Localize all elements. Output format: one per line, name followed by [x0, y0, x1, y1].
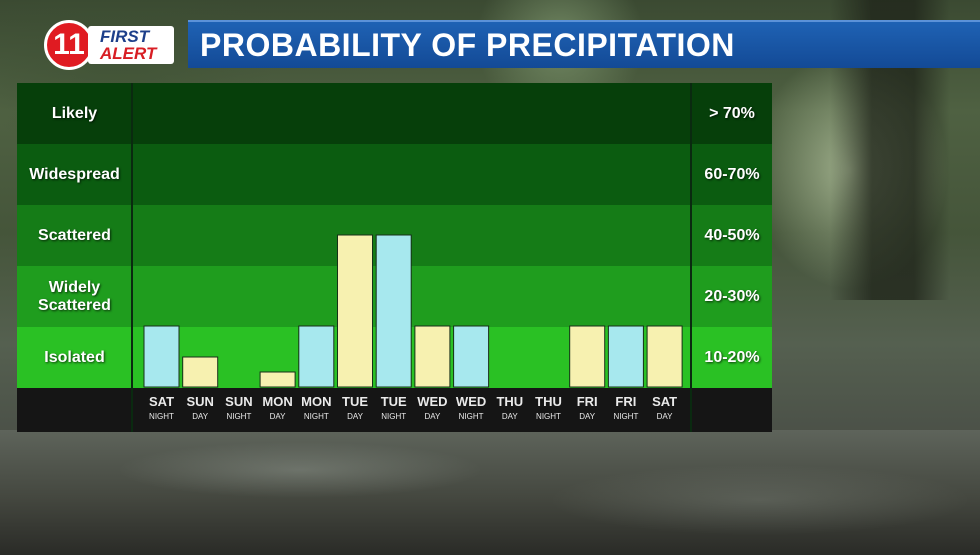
bar-fri-night [607, 325, 644, 388]
tick-period-label: DAY [347, 412, 364, 421]
bar-mon-night [298, 325, 335, 388]
bar-mon-day [259, 371, 296, 388]
tick-period-label: NIGHT [226, 412, 251, 421]
tick-day-label: WED [456, 394, 486, 409]
tick-day-label: MON [301, 394, 331, 409]
channel-number-badge: 11 [44, 20, 94, 70]
bar-wed-day [414, 325, 451, 388]
tick-day-label: SUN [186, 394, 213, 409]
tick-day-label: THU [496, 394, 523, 409]
tick-period-label: DAY [270, 412, 287, 421]
bar-fri-day [569, 325, 606, 388]
bar-sat-day [646, 325, 683, 388]
band-likely: Likely > 70% [17, 83, 772, 144]
band-range-scattered: 40-50% [704, 226, 760, 244]
logo-first-text: FIRST [100, 27, 150, 46]
tick-period-label: NIGHT [613, 412, 638, 421]
bar-tue-night [375, 234, 412, 388]
chart-title: PROBABILITY OF PRECIPITATION [200, 26, 735, 63]
tick-day-label: THU [535, 394, 562, 409]
tick-day-label: TUE [381, 394, 407, 409]
bar-wed-night [453, 325, 490, 388]
band-range-widespread: 60-70% [704, 165, 760, 183]
tick-day-label: FRI [577, 394, 598, 409]
right-divider [690, 83, 692, 432]
band-label-likely: Likely [51, 104, 98, 122]
tick-day-label: FRI [615, 394, 636, 409]
tick-period-label: NIGHT [459, 412, 484, 421]
tick-day-label: MON [262, 394, 292, 409]
tick-period-label: DAY [657, 412, 674, 421]
tick-day-label: TUE [342, 394, 368, 409]
tick-day-label: SAT [652, 394, 677, 409]
band-range-isolated: 10-20% [704, 348, 760, 366]
band-range-widely-scattered: 20-30% [704, 287, 760, 305]
band-label-isolated: Isolated [44, 348, 105, 366]
tick-day-label: WED [417, 394, 447, 409]
tick-period-label: DAY [502, 412, 519, 421]
tick-period-label: DAY [579, 412, 596, 421]
band-label-scattered: Scattered [38, 226, 111, 244]
bar-tue-day [337, 234, 373, 388]
bar-sun-day [182, 356, 219, 388]
logo-alert-text: ALERT [100, 44, 157, 63]
band-range-likely: > 70% [709, 104, 755, 122]
tick-day-label: SAT [149, 394, 174, 409]
band-label-widely-scattered: Widely Scattered [38, 278, 111, 314]
tick-period-label: NIGHT [536, 412, 561, 421]
wet-ground-background [0, 430, 980, 555]
title-bar: PROBABILITY OF PRECIPITATION [188, 20, 980, 68]
bar-sat-night [143, 325, 180, 388]
left-divider [131, 83, 133, 432]
tick-period-label: NIGHT [304, 412, 329, 421]
first-alert-logo: 11 FIRST ALERT [44, 20, 174, 70]
tick-period-label: DAY [192, 412, 209, 421]
band-widespread: Widespread 60-70% [17, 144, 772, 205]
band-label-widespread: Widespread [29, 165, 120, 183]
logo-wordmark: FIRST ALERT [88, 26, 174, 64]
x-axis-row [17, 388, 772, 432]
precipitation-chart-panel: Likely > 70% Widespread 60-70% Scattered… [17, 83, 772, 432]
tick-period-label: DAY [424, 412, 441, 421]
tick-period-label: NIGHT [149, 412, 174, 421]
tick-day-label: SUN [225, 394, 252, 409]
bars-layer: SAT NIGHT SUN DAY SUN NIGHT MON DAY MON NIGHT TUE D… [143, 234, 683, 421]
tick-period-label: NIGHT [381, 412, 406, 421]
